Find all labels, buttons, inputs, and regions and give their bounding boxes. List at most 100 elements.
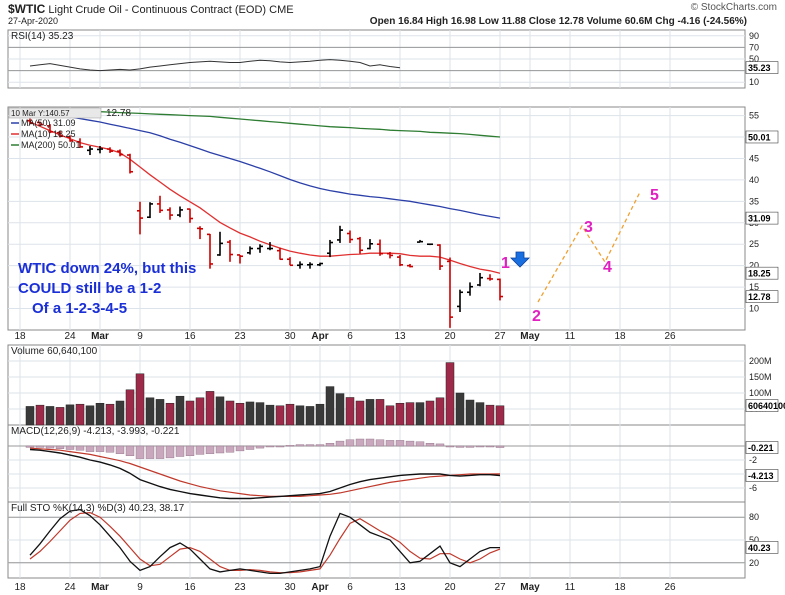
macd-hist-bar bbox=[195, 445, 205, 455]
volume-bar bbox=[105, 403, 115, 426]
price-bar bbox=[287, 257, 293, 267]
volume-label: Volume 60,640,100 bbox=[11, 346, 98, 357]
macd-hist-bar bbox=[445, 445, 455, 448]
macd-hist-badge bbox=[745, 441, 779, 454]
x-tick-label: May bbox=[520, 582, 540, 593]
volume-bar bbox=[235, 402, 245, 426]
volume-bar bbox=[415, 402, 425, 426]
x-tick-label: 13 bbox=[394, 331, 406, 342]
sto-k-line bbox=[29, 508, 500, 575]
macd-hist-bar bbox=[295, 444, 305, 447]
annotation-line-1: WTIC down 24%, but this bbox=[18, 260, 196, 277]
macd-hist-bar bbox=[25, 445, 35, 448]
volume-bar bbox=[245, 401, 255, 426]
volume-bar bbox=[465, 399, 475, 426]
macd-hist-bar bbox=[455, 445, 465, 448]
volume-bar bbox=[25, 406, 35, 426]
price-bar bbox=[167, 207, 173, 220]
price-bar bbox=[37, 121, 43, 126]
x-tick-label: 26 bbox=[664, 582, 676, 593]
price-bar bbox=[497, 278, 503, 301]
price-bar bbox=[187, 208, 193, 223]
price-bar bbox=[207, 233, 213, 269]
volume-bar bbox=[205, 391, 215, 426]
macd-hist-bar bbox=[405, 440, 415, 447]
macd-badge bbox=[745, 469, 779, 482]
macd-hist-bar bbox=[355, 438, 365, 447]
price-bar bbox=[177, 206, 183, 218]
macd-hist-bar bbox=[115, 445, 125, 454]
x-tick-label: 16 bbox=[184, 331, 196, 342]
macd-hist-badge-text: -0.221 bbox=[748, 443, 774, 453]
macd-hist-bar bbox=[35, 445, 45, 448]
x-tick-label: 30 bbox=[284, 582, 296, 593]
sto-badge bbox=[745, 541, 779, 554]
exchange-label: CME bbox=[269, 4, 294, 16]
y-tick-label: 20 bbox=[749, 558, 759, 568]
wave-label-4: 4 bbox=[603, 259, 612, 276]
price-ma10-badge-text: 18.25 bbox=[748, 269, 771, 279]
macd-hist-bar bbox=[395, 440, 405, 447]
x-tick-label: 11 bbox=[565, 582, 576, 593]
volume-bar bbox=[315, 403, 325, 426]
panel-frame-price bbox=[7, 106, 746, 331]
volume-bar bbox=[365, 399, 375, 426]
price-bar bbox=[147, 202, 153, 219]
price-bar bbox=[97, 146, 103, 154]
y-tick-label: 25 bbox=[749, 239, 759, 249]
price-bar bbox=[337, 225, 343, 243]
price-bar bbox=[27, 118, 33, 125]
price-bar bbox=[137, 201, 143, 235]
x-tick-label: 11 bbox=[565, 331, 576, 342]
x-tick-label: 6 bbox=[347, 331, 353, 342]
volume-bar bbox=[455, 392, 465, 426]
legend-text: MA(200) 50.01 bbox=[21, 140, 81, 150]
readout-text: 10 Mar Y:140.57 bbox=[11, 109, 70, 118]
volume-badge-text: 60640100 bbox=[748, 401, 785, 411]
volume-bar bbox=[215, 396, 225, 426]
macd-hist-bar bbox=[315, 444, 325, 447]
price-bar bbox=[107, 147, 113, 153]
volume-bar bbox=[395, 402, 405, 426]
volume-bar bbox=[155, 399, 165, 426]
x-tick-label: 20 bbox=[444, 582, 456, 593]
volume-bar bbox=[485, 404, 495, 426]
macd-label: MACD(12,26,9) -4.213, -3.993, -0.221 bbox=[11, 426, 180, 437]
price-bar bbox=[447, 257, 453, 328]
macd-hist-bar bbox=[325, 443, 335, 447]
readout-box bbox=[8, 107, 102, 119]
volume-bar bbox=[75, 403, 85, 426]
x-tick-label: Mar bbox=[91, 331, 109, 342]
sto-badge-text: 40.23 bbox=[748, 543, 771, 553]
macd-hist-bar bbox=[265, 445, 275, 448]
x-tick-label: Apr bbox=[311, 331, 328, 342]
macd-hist-bar bbox=[495, 445, 505, 448]
macd-signal-line bbox=[29, 447, 501, 497]
y-tick-label: 50 bbox=[749, 535, 759, 545]
macd-hist-bar bbox=[215, 445, 225, 454]
price-ma50-badge-text: 31.09 bbox=[748, 214, 771, 224]
instrument-name: Light Crude Oil - Continuous Contract (E… bbox=[48, 4, 267, 16]
x-tick-label: 18 bbox=[614, 582, 626, 593]
price-bar bbox=[127, 153, 133, 174]
price-legend-text: 12.78 bbox=[106, 108, 131, 119]
price-bar bbox=[427, 243, 433, 246]
volume-bar bbox=[425, 400, 435, 426]
wave-label-2: 2 bbox=[532, 308, 541, 325]
macd-hist-bar bbox=[55, 445, 65, 449]
price-bar bbox=[397, 254, 403, 267]
x-tick-label: 9 bbox=[137, 331, 143, 342]
price-bar bbox=[417, 239, 423, 243]
price-ma50-badge bbox=[745, 211, 779, 225]
price-bar bbox=[87, 146, 93, 156]
macd-hist-bar bbox=[225, 445, 235, 453]
macd-hist-bar bbox=[185, 445, 195, 457]
macd-hist-bar bbox=[465, 445, 475, 448]
macd-hist-bar bbox=[335, 440, 345, 447]
macd-hist-bar bbox=[475, 445, 485, 448]
x-tick-label: 20 bbox=[444, 331, 456, 342]
price-bar bbox=[387, 251, 393, 259]
y-tick-label: -6 bbox=[749, 483, 757, 493]
down-arrow-icon bbox=[510, 251, 530, 268]
